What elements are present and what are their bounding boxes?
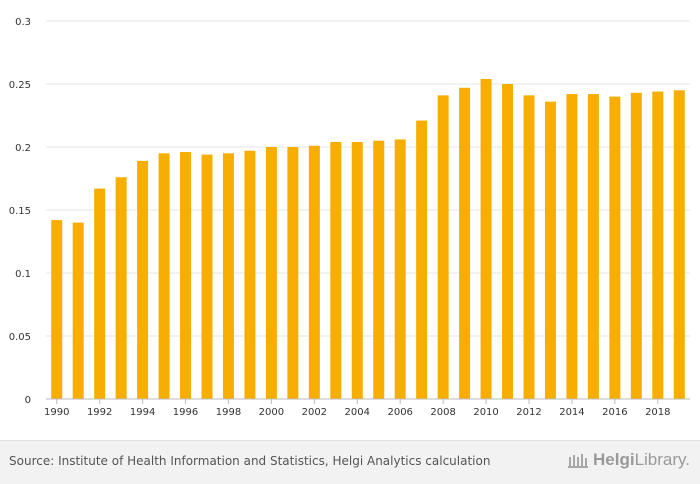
y-tick-label: 0 <box>25 395 31 406</box>
logo-text-bold: Helgi <box>593 450 635 469</box>
bars <box>51 78 685 400</box>
bar-2003[interactable] <box>330 141 342 399</box>
x-tick-label: 2016 <box>602 407 627 418</box>
y-tick-label: 0.05 <box>9 332 31 343</box>
bar-1991[interactable] <box>72 222 84 399</box>
footer: Source: Institute of Health Information … <box>0 440 700 484</box>
bar-1998[interactable] <box>222 153 234 399</box>
x-tick-label: 2000 <box>259 407 284 418</box>
x-tick-label: 2004 <box>345 407 370 418</box>
bar-2001[interactable] <box>287 147 299 399</box>
bar-1996[interactable] <box>180 152 192 399</box>
bar-2005[interactable] <box>373 140 385 399</box>
source-text: Source: Institute of Health Information … <box>9 454 491 468</box>
bar-2006[interactable] <box>394 139 406 399</box>
bar-2016[interactable] <box>609 96 621 399</box>
library-icon <box>568 454 588 468</box>
bar-1990[interactable] <box>51 220 63 399</box>
bar-2004[interactable] <box>351 141 363 399</box>
y-tick-label: 0.2 <box>15 143 31 154</box>
bar-2008[interactable] <box>437 95 449 399</box>
x-tick-label: 2002 <box>302 407 327 418</box>
bar-2014[interactable] <box>566 94 578 399</box>
x-tick-label: 2010 <box>473 407 498 418</box>
bar-2011[interactable] <box>502 84 514 399</box>
x-axis-ticks: 1990 1992 1994 1996 1998 2000 2002 2004 2006 2008… <box>44 399 671 418</box>
bar-2009[interactable] <box>459 87 471 399</box>
x-tick-label: 2008 <box>430 407 455 418</box>
y-tick-label: 0.3 <box>15 17 31 28</box>
y-tick-label: 0.1 <box>15 269 31 280</box>
bar-chart: 00.050.10.150.20.250.3 1990 1992 1994 1996 1… <box>9 17 690 418</box>
bar-2012[interactable] <box>523 95 535 399</box>
bar-1993[interactable] <box>115 177 127 399</box>
x-tick-label: 2018 <box>645 407 670 418</box>
y-tick-label: 0.25 <box>9 80 31 91</box>
bar-2018[interactable] <box>652 91 664 399</box>
bar-2007[interactable] <box>416 120 428 399</box>
grid-lines <box>46 20 690 337</box>
logo-text-rest: Library. <box>634 450 690 469</box>
x-tick-label: 1996 <box>173 407 198 418</box>
x-tick-label: 2012 <box>516 407 541 418</box>
y-tick-label: 0.15 <box>9 206 31 217</box>
bar-2010[interactable] <box>480 78 492 400</box>
bar-1994[interactable] <box>137 160 149 399</box>
bar-2002[interactable] <box>308 145 320 399</box>
bar-1999[interactable] <box>244 150 256 399</box>
bar-2015[interactable] <box>587 94 599 399</box>
x-tick-label: 2014 <box>559 407 584 418</box>
x-tick-label: 1992 <box>87 407 112 418</box>
bar-1997[interactable] <box>201 154 213 399</box>
x-tick-label: 1994 <box>130 407 155 418</box>
y-axis-ticks: 0 0.05 0.1 0.15 0.2 0.25 0.3 <box>9 17 31 406</box>
bar-1992[interactable] <box>94 188 106 399</box>
helgi-library-logo[interactable]: Helgi Library. <box>567 450 690 470</box>
bar-1995[interactable] <box>158 153 170 399</box>
bar-2017[interactable] <box>630 92 642 399</box>
bar-2013[interactable] <box>544 101 556 399</box>
x-tick-label: 2006 <box>387 407 412 418</box>
x-tick-label: 1990 <box>44 407 69 418</box>
x-tick-label: 1998 <box>216 407 241 418</box>
bar-2019[interactable] <box>673 90 685 400</box>
bar-2000[interactable] <box>265 147 277 399</box>
